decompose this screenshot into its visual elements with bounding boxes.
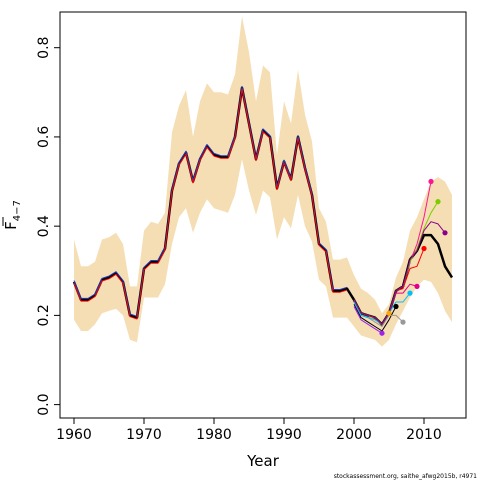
y-tick-label: 0.6 <box>36 126 52 148</box>
svg-text:F4−7: F4−7 <box>2 200 23 230</box>
endpoint-dot-layer <box>379 178 448 336</box>
confidence-band-layer <box>74 16 452 347</box>
x-tick-label: 1990 <box>266 427 302 443</box>
x-tick-label: 2010 <box>406 427 442 443</box>
series-endpoint-dot-3 <box>386 310 392 316</box>
series-line-2 <box>353 306 383 334</box>
y-axis-label: F4−7 <box>2 200 23 230</box>
series-endpoint-dot-2 <box>379 330 385 336</box>
series-line-11 <box>73 86 348 317</box>
confidence-band <box>74 16 452 347</box>
series-endpoint-dot-8 <box>428 178 434 185</box>
y-axis: 0.0 0.2 0.4 0.6 0.8 <box>36 37 60 416</box>
y-tick-label: 0.8 <box>36 37 52 59</box>
series-endpoint-dot-6 <box>414 283 420 289</box>
series-endpoint-dot-7 <box>421 245 427 252</box>
series-endpoint-dot-1 <box>393 303 399 310</box>
series-endpoint-dot-9 <box>435 199 441 205</box>
series-endpoint-dot-5 <box>407 290 413 296</box>
y-tick-label: 0.0 <box>36 393 52 415</box>
series-layer <box>72 86 454 334</box>
y-axis-label-symbol: F <box>2 221 20 230</box>
x-tick-label: 1970 <box>126 427 162 443</box>
x-axis: 1960 1970 1980 1990 2000 2010 <box>56 418 442 443</box>
x-tick-label: 2000 <box>336 427 372 443</box>
credit-text: stockassessment.org, saithe_afwg2015b, r… <box>334 473 477 480</box>
x-axis-label: Year <box>246 452 280 470</box>
plot-frame <box>59 11 467 419</box>
series-line-10 <box>353 221 446 325</box>
y-axis-label-subscript: 4−7 <box>12 200 23 221</box>
x-tick-label: 1960 <box>56 427 92 443</box>
y-tick-label: 0.2 <box>36 304 52 326</box>
series-line-12 <box>73 88 348 320</box>
x-tick-label: 1980 <box>196 427 232 443</box>
series-endpoint-dot-10 <box>442 230 448 236</box>
series-endpoint-dot-4 <box>400 319 406 325</box>
y-tick-label: 0.4 <box>36 215 52 237</box>
series-line-1 <box>353 303 397 332</box>
